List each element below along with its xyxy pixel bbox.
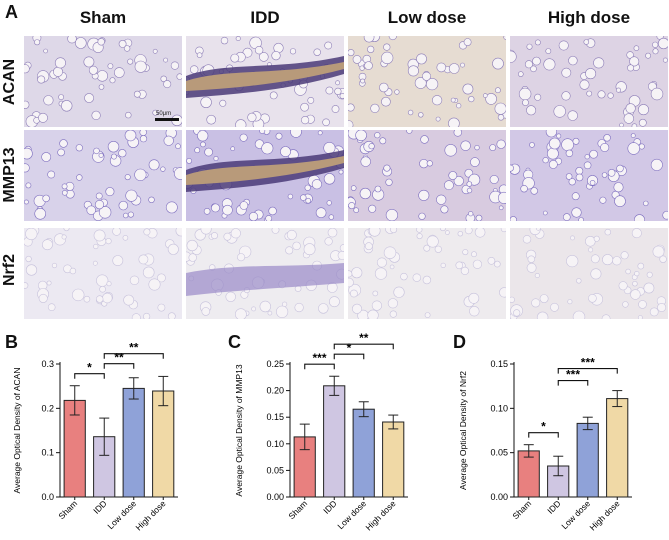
mmp13-y-tick-label: 0.15 bbox=[266, 412, 284, 422]
nrf2-x-tick-label: High dose bbox=[588, 498, 622, 532]
histology-image-acan-idd bbox=[186, 36, 344, 127]
nrf2-y-axis-label: Average Optical Density of Nrf2 bbox=[458, 371, 468, 490]
panel-a-label: A bbox=[5, 2, 18, 22]
mmp13-x-tick-label: Sham bbox=[286, 498, 309, 521]
nrf2-x-tick-label: Sham bbox=[510, 498, 533, 521]
panel-b-label: B bbox=[5, 332, 18, 352]
acan-significance-bracket bbox=[103, 363, 135, 369]
nrf2-y-tick-label: 0.15 bbox=[490, 359, 508, 369]
scale-bar bbox=[155, 118, 179, 121]
nrf2-x-tick-label: IDD bbox=[545, 498, 562, 515]
mmp13-significance-bracket bbox=[333, 343, 394, 350]
histology-image-acan-high-dose bbox=[510, 36, 668, 127]
mmp13-significance-bracket bbox=[333, 353, 365, 360]
mmp13-y-tick-label: 0.00 bbox=[266, 492, 284, 502]
row-header-nrf2: Nrf2 bbox=[1, 254, 18, 287]
mmp13-significance-label: * bbox=[347, 341, 352, 355]
histology-image-mmp13-idd bbox=[186, 130, 344, 221]
mmp13-y-tick-label: 0.20 bbox=[266, 386, 284, 396]
histology-image-mmp13-sham bbox=[24, 130, 182, 221]
acan-y-tick-label: 0.1 bbox=[41, 448, 54, 458]
histology-image-nrf2-idd bbox=[186, 228, 344, 319]
histology-image-acan-sham bbox=[24, 36, 182, 127]
mmp13-x-tick-label: High dose bbox=[364, 498, 398, 532]
acan-y-tick-label: 0.3 bbox=[41, 359, 54, 369]
acan-x-tick-label: Sham bbox=[56, 498, 79, 521]
mmp13-bar-2 bbox=[352, 408, 375, 498]
acan-significance-bracket bbox=[74, 373, 105, 379]
mmp13-y-tick-label: 0.10 bbox=[266, 439, 284, 449]
acan-bar-chart: Average Optical Density of ACAN 0.0 0.1 0.2… bbox=[12, 341, 178, 532]
column-header-idd: IDD bbox=[250, 8, 280, 27]
nrf2-bar-3 bbox=[606, 398, 629, 498]
acan-significance-label: ** bbox=[114, 351, 124, 365]
nrf2-significance-bracket bbox=[528, 432, 559, 438]
mmp13-significance-label: *** bbox=[312, 351, 326, 365]
histology-image-mmp13-high-dose bbox=[510, 130, 668, 221]
panel-c-label: C bbox=[228, 332, 241, 352]
acan-y-tick-label: 0.2 bbox=[41, 403, 54, 413]
nrf2-y-tick-label: 0.10 bbox=[490, 403, 508, 413]
row-header-acan: ACAN bbox=[1, 58, 18, 106]
nrf2-y-tick-label: 0.00 bbox=[490, 492, 508, 502]
nrf2-bar-2 bbox=[576, 422, 599, 498]
mmp13-bar-3 bbox=[382, 421, 405, 498]
nrf2-bar-chart: Average Optical Density of Nrf2 0.00 0.05 0… bbox=[458, 356, 632, 532]
acan-x-tick-label: High dose bbox=[134, 498, 168, 532]
panel-d-label: D bbox=[453, 332, 466, 352]
nrf2-significance-bracket bbox=[557, 368, 618, 374]
acan-significance-label: ** bbox=[129, 341, 139, 355]
mmp13-bar-1 bbox=[323, 385, 346, 498]
nrf2-significance-label: *** bbox=[581, 356, 595, 370]
acan-y-tick-label: 0.0 bbox=[41, 492, 54, 502]
histology-image-nrf2-high-dose bbox=[510, 228, 668, 319]
mmp13-significance-bracket bbox=[304, 363, 335, 370]
column-header-sham: Sham bbox=[79, 8, 127, 27]
histology-image-acan-low-dose bbox=[348, 36, 506, 127]
nrf2-significance-bracket bbox=[557, 380, 589, 386]
mmp13-bar-chart: Average Optical Density of MMP13 0.00 0.05… bbox=[234, 331, 408, 532]
nrf2-significance-label: * bbox=[541, 420, 546, 434]
row-header-mmp13: MMP13 bbox=[1, 147, 18, 203]
acan-significance-bracket bbox=[103, 353, 164, 359]
acan-x-tick-label: IDD bbox=[91, 498, 108, 515]
scale-bar-label: 50μm bbox=[156, 111, 172, 117]
acan-significance-label: * bbox=[87, 361, 92, 375]
histology-image-nrf2-low-dose bbox=[348, 228, 506, 319]
histology-image-nrf2-sham bbox=[24, 228, 182, 319]
nrf2-bar-0 bbox=[517, 450, 540, 498]
acan-bar-2 bbox=[122, 387, 145, 498]
column-header-low-dose: Low dose bbox=[387, 8, 467, 27]
acan-y-axis-label: Average Optical Density of ACAN bbox=[12, 368, 22, 494]
mmp13-y-axis-label: Average Optical Density of MMP13 bbox=[234, 364, 244, 496]
histology-image-mmp13-low-dose bbox=[348, 130, 506, 221]
mmp13-y-tick-label: 0.05 bbox=[266, 465, 284, 475]
column-header-high-dose: High dose bbox=[547, 8, 631, 27]
acan-bar-3 bbox=[152, 390, 175, 498]
nrf2-y-tick-label: 0.05 bbox=[490, 448, 508, 458]
mmp13-y-tick-label: 0.25 bbox=[266, 359, 284, 369]
mmp13-x-tick-label: IDD bbox=[321, 498, 338, 515]
mmp13-significance-label: ** bbox=[359, 331, 369, 345]
nrf2-significance-label: *** bbox=[566, 368, 580, 382]
